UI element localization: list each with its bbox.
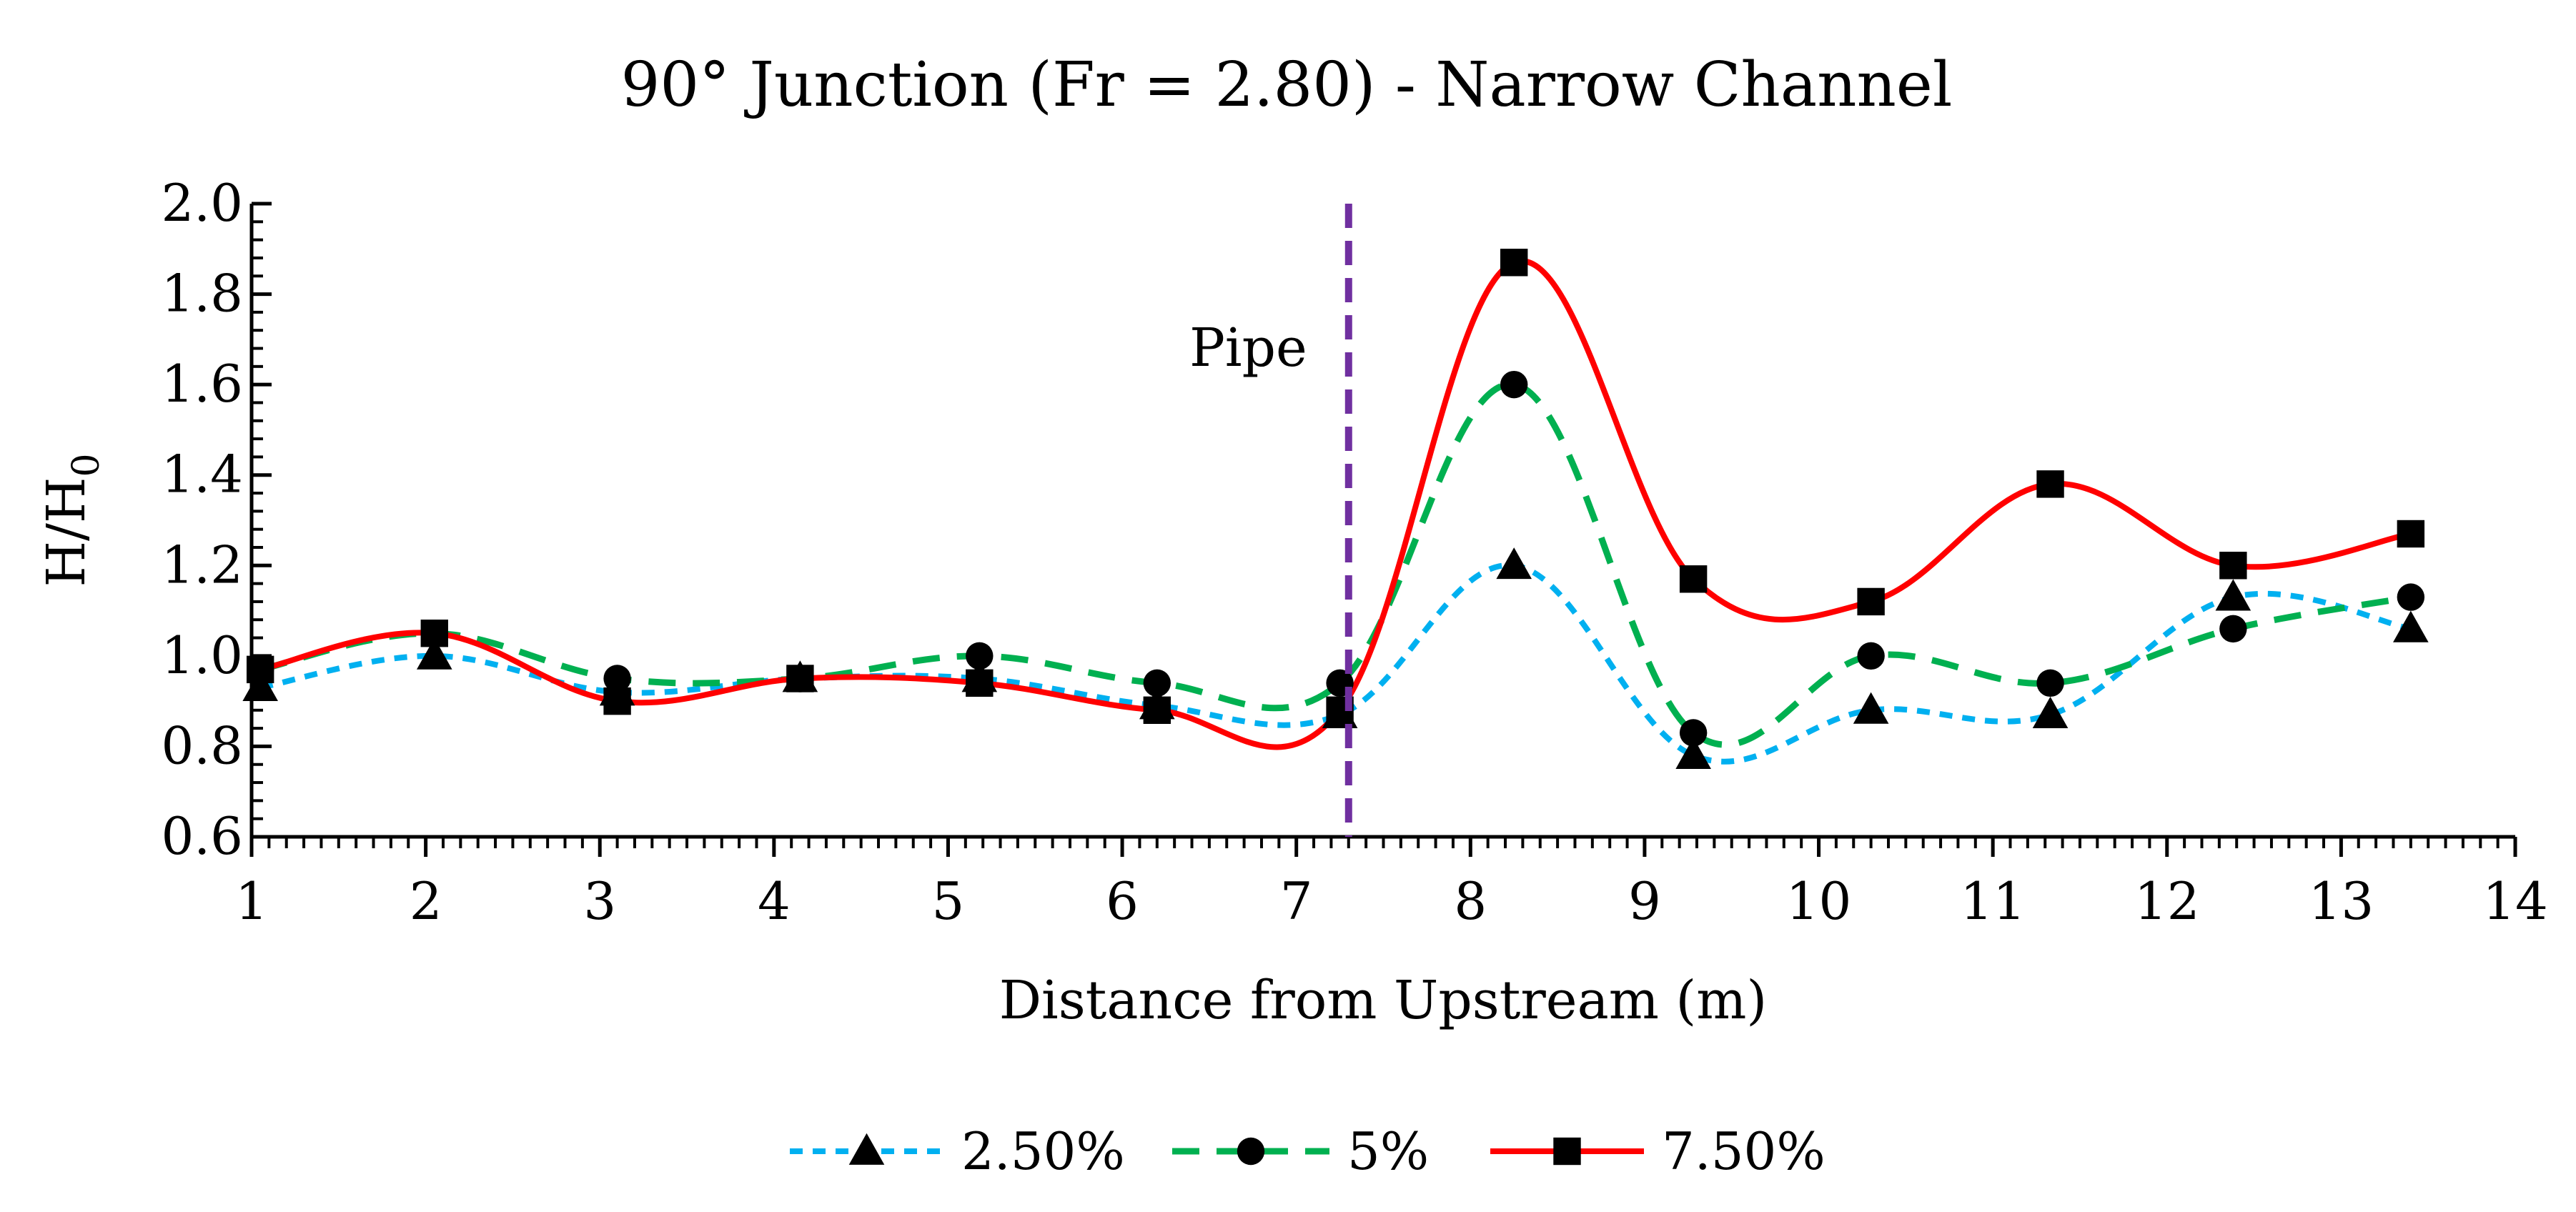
legend-item-2: 5%	[1172, 1121, 1429, 1181]
chart-title: 90° Junction (Fr = 2.80) - Narrow Channe…	[621, 49, 1953, 121]
x-tick-label: 1	[235, 871, 268, 931]
series-3-point	[1679, 565, 1708, 593]
x-tick-label: 11	[1960, 871, 2026, 931]
series-2-point	[2397, 583, 2425, 611]
legend-marker	[1237, 1137, 1265, 1166]
series-line-2	[259, 381, 2412, 748]
x-tick-label: 12	[2134, 871, 2200, 931]
legend-label: 5%	[1347, 1121, 1429, 1181]
y-tick-label: 1.0	[161, 625, 243, 685]
series-2-point	[603, 665, 631, 692]
series-3-point	[246, 655, 274, 684]
series-2-point	[1500, 370, 1528, 399]
x-tick-label: 6	[1106, 871, 1139, 931]
series-1-point	[416, 637, 452, 670]
legend-item-3: 7.50%	[1490, 1121, 1826, 1181]
x-tick-label: 13	[2309, 871, 2374, 931]
series-2-point	[966, 642, 994, 670]
series-2-point	[1679, 719, 1708, 747]
x-tick-label: 4	[758, 871, 791, 931]
y-tick-label: 0.6	[161, 806, 243, 866]
series-3-point	[420, 620, 448, 647]
legend-marker	[1553, 1137, 1581, 1166]
series-1-point	[1853, 692, 1889, 724]
series-line-1	[259, 562, 2412, 765]
pipe-annotation-label: Pipe	[1189, 317, 1307, 379]
y-tick-label: 1.6	[161, 354, 243, 414]
series-1-point	[242, 669, 278, 702]
legend-label: 7.50%	[1662, 1121, 1826, 1181]
y-tick-label: 1.8	[161, 264, 243, 324]
series-3-point	[966, 669, 994, 697]
series-1-point	[1675, 737, 1711, 769]
series-line-3	[259, 258, 2412, 750]
x-axis-label: Distance from Upstream (m)	[999, 970, 1768, 1031]
x-tick-label: 3	[583, 871, 616, 931]
series-3-point	[2397, 520, 2425, 548]
series-3-point	[786, 665, 814, 692]
x-tick-label: 2	[410, 871, 442, 931]
x-tick-label: 9	[1628, 871, 1661, 931]
y-tick-label: 1.2	[161, 535, 243, 595]
legend-label: 2.50%	[961, 1121, 1125, 1181]
y-axis-label: H/H0	[36, 453, 108, 587]
x-tick-label: 5	[932, 871, 965, 931]
series-1-point	[1496, 547, 1532, 580]
legend-marker	[848, 1133, 885, 1165]
series-1-point	[2032, 696, 2069, 729]
y-axis-label-main: H/H	[36, 477, 97, 587]
series-3-point	[1500, 249, 1528, 277]
series-1-point	[2393, 610, 2429, 642]
x-tick-label: 7	[1280, 871, 1313, 931]
series-2-point	[2036, 669, 2064, 697]
series-2-point	[1143, 669, 1171, 697]
x-tick-label: 10	[1786, 871, 1852, 931]
y-tick-label: 0.8	[161, 715, 243, 775]
series-3-point	[1857, 587, 1885, 616]
x-tick-label: 14	[2482, 871, 2548, 931]
y-axis-label-subscript: 0	[65, 453, 108, 477]
legend-item-1: 2.50%	[790, 1121, 1125, 1181]
series-3-point	[603, 687, 631, 715]
series-1-point	[2215, 579, 2251, 611]
series-3-point	[2036, 470, 2064, 498]
series-3-point	[1143, 696, 1171, 724]
series-3-point	[2219, 552, 2247, 580]
y-tick-label: 1.4	[161, 444, 243, 505]
x-tick-label: 8	[1454, 871, 1487, 931]
y-tick-label: 2.0	[161, 173, 243, 233]
series-2-point	[2219, 615, 2247, 643]
series-2-point	[1857, 642, 1885, 670]
